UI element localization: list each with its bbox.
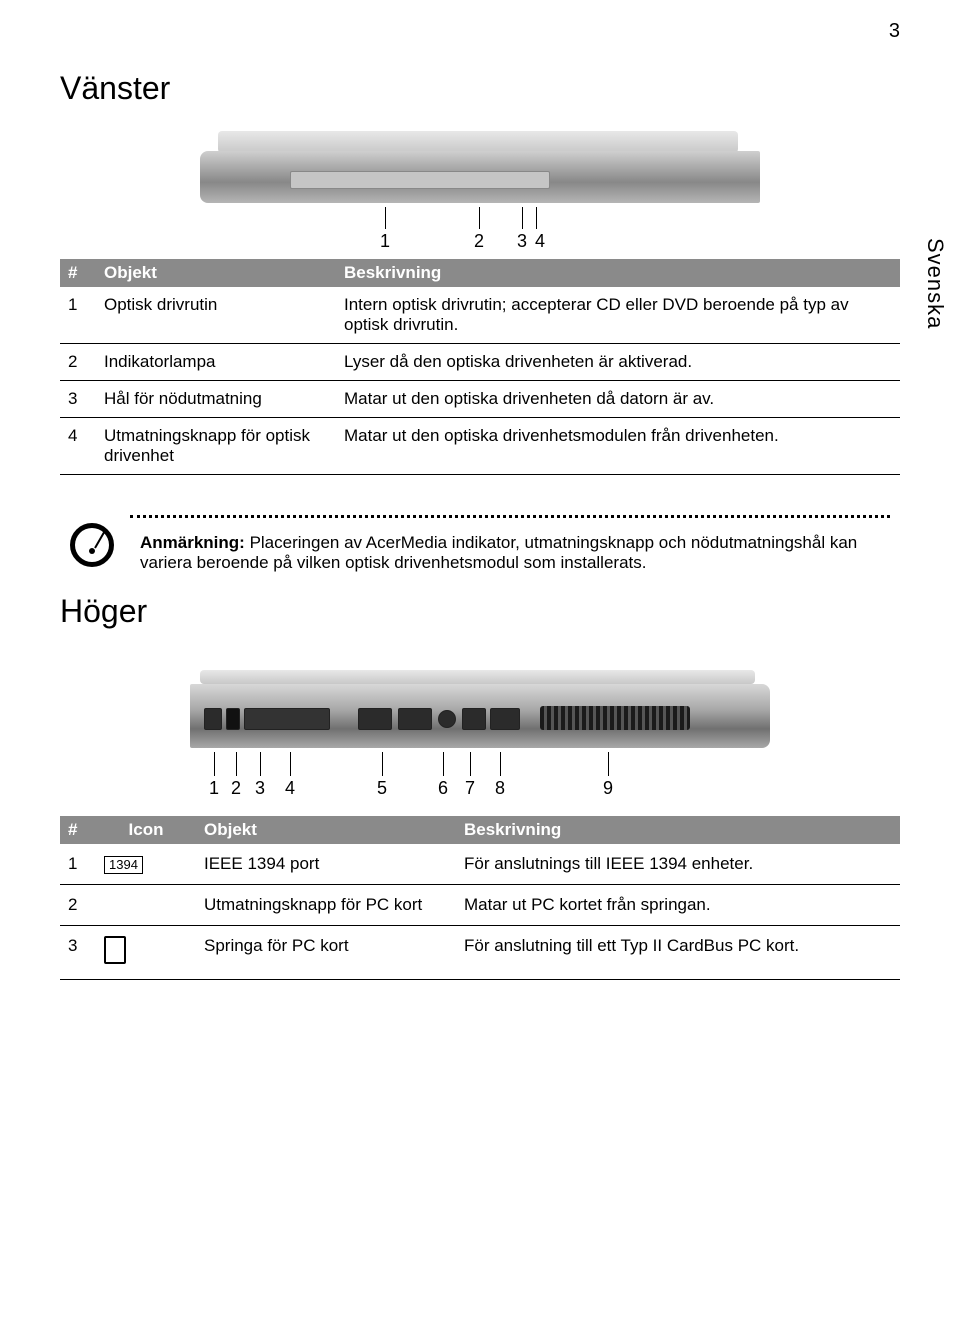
callout-label: 2 [231,778,241,799]
callout-label: 2 [474,231,484,252]
table-header: # [60,816,96,844]
cell-desc: För anslutning till ett Typ II CardBus P… [456,926,900,980]
right-table: # Icon Objekt Beskrivning 1 1394 IEEE 13… [60,816,900,980]
note-label: Anmärkning: [140,533,245,552]
table-row: 3 Springa för PC kort För anslutning til… [60,926,900,980]
language-tab: Svenska [922,238,948,329]
cell-desc: Matar ut den optiska drivenhetsmodulen f… [336,418,900,475]
cell-object: Indikatorlampa [96,344,336,381]
pccard-icon [104,936,126,964]
table-header-row: # Objekt Beskrivning [60,259,900,287]
table-header: Icon [96,816,196,844]
cell-object: Utmatningsknapp för PC kort [196,885,456,926]
right-callouts: 1 2 3 4 5 6 7 8 9 [190,752,770,802]
cell-num: 1 [60,844,96,885]
callout-label: 8 [495,778,505,799]
cell-num: 2 [60,885,96,926]
cell-desc: Matar ut den optiska drivenheten då dato… [336,381,900,418]
table-row: 1 Optisk drivrutin Intern optisk drivrut… [60,287,900,344]
callout-label: 7 [465,778,475,799]
cell-object: IEEE 1394 port [196,844,456,885]
table-header: # [60,259,96,287]
ieee1394-icon: 1394 [104,856,143,874]
note-rule [130,515,890,518]
laptop-right-illustration [190,670,770,748]
cell-desc: Intern optisk drivrutin; accepterar CD e… [336,287,900,344]
callout-label: 4 [535,231,545,252]
cell-object: Utmatningsknapp för optisk drivenhet [96,418,336,475]
callout-label: 4 [285,778,295,799]
callout-label: 1 [380,231,390,252]
table-header-row: # Icon Objekt Beskrivning [60,816,900,844]
cell-num: 3 [60,381,96,418]
callout-label: 6 [438,778,448,799]
page-number: 3 [889,20,900,43]
table-row: 1 1394 IEEE 1394 port För anslutnings ti… [60,844,900,885]
callout-label: 9 [603,778,613,799]
cell-num: 3 [60,926,96,980]
cell-num: 1 [60,287,96,344]
table-header: Objekt [196,816,456,844]
callout-label: 3 [255,778,265,799]
table-row: 2 Utmatningsknapp för PC kort Matar ut P… [60,885,900,926]
note-box: Anmärkning: Placeringen av AcerMedia ind… [60,515,900,583]
table-row: 4 Utmatningsknapp för optisk drivenhet M… [60,418,900,475]
table-header: Beskrivning [456,816,900,844]
cell-object: Springa för PC kort [196,926,456,980]
cell-object: Optisk drivrutin [96,287,336,344]
laptop-left-illustration [200,131,760,203]
table-row: 2 Indikatorlampa Lyser då den optiska dr… [60,344,900,381]
left-callouts: 1 2 3 4 [200,207,760,251]
table-row: 3 Hål för nödutmatning Matar ut den opti… [60,381,900,418]
compass-icon [70,523,114,567]
cell-desc: För anslutnings till IEEE 1394 enheter. [456,844,900,885]
callout-label: 3 [517,231,527,252]
callout-label: 1 [209,778,219,799]
table-header: Beskrivning [336,259,900,287]
left-table: # Objekt Beskrivning 1 Optisk drivrutin … [60,259,900,475]
cell-num: 4 [60,418,96,475]
cell-object: Hål för nödutmatning [96,381,336,418]
section-title-left: Vänster [60,70,900,107]
cell-icon [96,926,196,980]
callout-label: 5 [377,778,387,799]
table-header: Objekt [96,259,336,287]
cell-desc: Matar ut PC kortet från springan. [456,885,900,926]
cell-icon [96,885,196,926]
cell-desc: Lyser då den optiska drivenheten är akti… [336,344,900,381]
cell-num: 2 [60,344,96,381]
section-title-right: Höger [60,593,900,630]
cell-icon: 1394 [96,844,196,885]
note-text: Placeringen av AcerMedia indikator, utma… [140,533,857,572]
